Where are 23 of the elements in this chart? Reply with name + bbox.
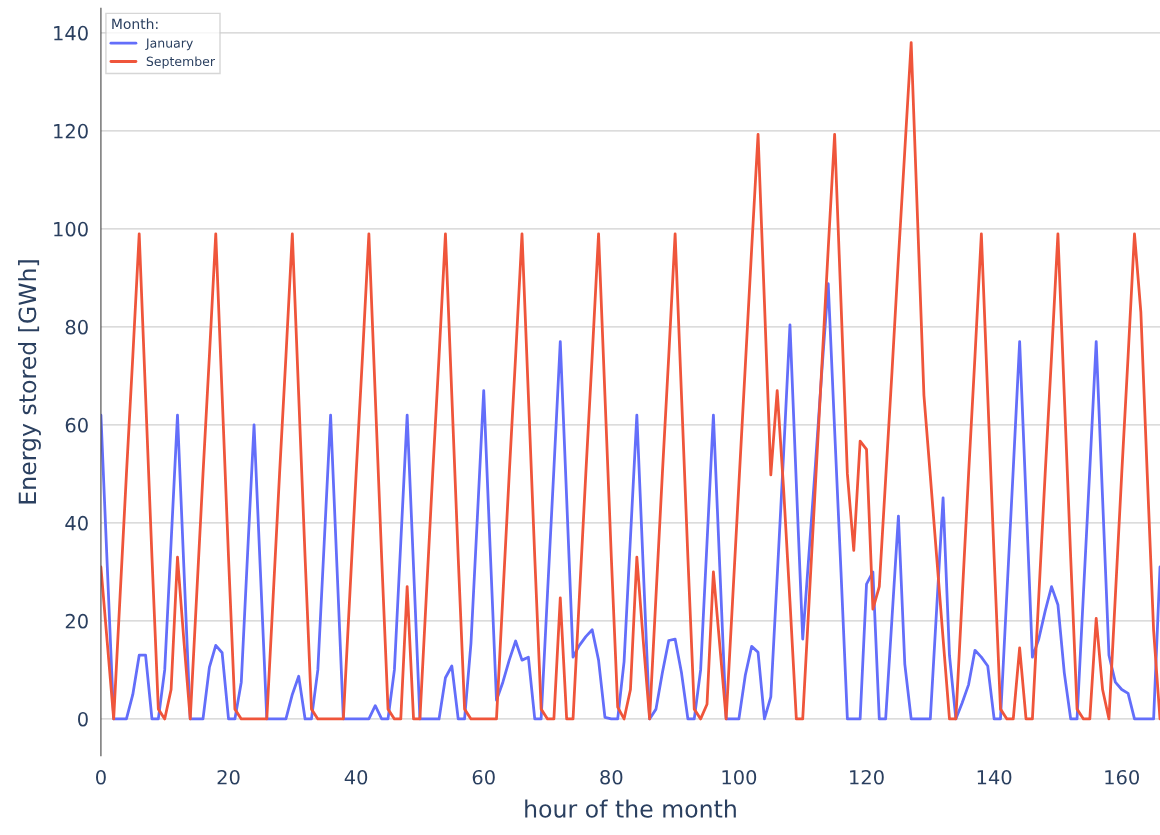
x-tick-label: 80 xyxy=(600,769,623,785)
x-tick-label: 40 xyxy=(344,769,368,785)
x-tick-label: 100 xyxy=(722,769,757,785)
y-axis-title: Energy stored [GWh] xyxy=(18,260,41,504)
y-tick-label: 140 xyxy=(54,25,88,41)
x-tick-label: 160 xyxy=(1105,769,1139,785)
x-tick-label: 120 xyxy=(850,769,884,785)
y-tick-label: 40 xyxy=(65,515,88,531)
y-tick-label: 0 xyxy=(78,711,88,727)
legend-label: January xyxy=(145,38,193,51)
x-tick-label: 0 xyxy=(96,769,106,785)
x-axis-title: hour of the month xyxy=(525,799,736,818)
x-tick-label: 60 xyxy=(472,769,495,785)
legend-label: September xyxy=(146,56,216,69)
y-tick-label: 20 xyxy=(65,613,88,629)
x-tick-label: 140 xyxy=(977,769,1012,785)
x-tick-label: 20 xyxy=(217,769,240,785)
y-tick-label: 80 xyxy=(65,319,88,335)
legend-title: Month: xyxy=(112,18,158,30)
y-tick-label: 100 xyxy=(54,221,88,237)
y-tick-label: 120 xyxy=(54,123,88,139)
line-series xyxy=(100,282,1160,721)
y-tick-label: 60 xyxy=(65,417,88,433)
